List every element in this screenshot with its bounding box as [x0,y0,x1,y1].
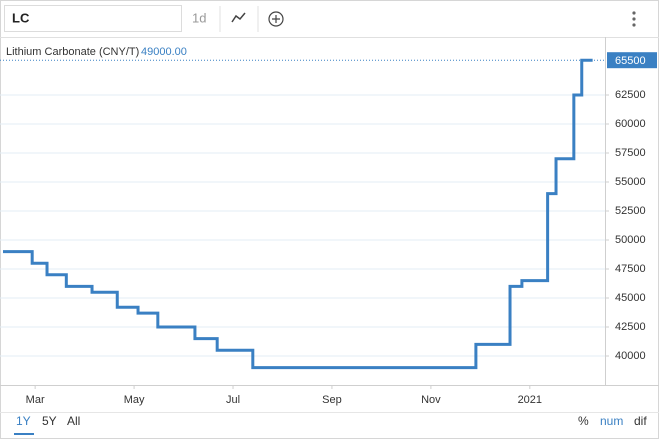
y-tick-label: 50000 [615,234,646,246]
y-tick-label: 62500 [615,89,646,101]
chart-type-icon[interactable] [231,12,246,23]
price-line [3,58,593,370]
y-tick-label: 57500 [615,147,646,159]
compare-plus [272,15,280,23]
y-tick-label: 47500 [615,263,646,275]
compare-icon[interactable] [268,11,284,27]
y-tick-label: 42500 [615,321,646,333]
symbol-input[interactable] [4,5,182,32]
menu-icon[interactable] [632,11,636,27]
y-tick-label: 60000 [615,118,646,130]
range-button[interactable]: 1Y [16,414,31,428]
range-button[interactable]: All [67,414,80,428]
y-tick-label: 45000 [615,292,646,304]
range-button[interactable]: 5Y [42,414,57,428]
y-tick-label: 40000 [615,350,646,362]
mode-button[interactable]: dif [634,414,647,428]
y-tick-label: 55000 [615,176,646,188]
legend-series-name: Lithium Carbonate (CNY/T) [6,46,139,58]
last-price-box [607,52,657,69]
interval[interactable]: 1d [192,10,206,25]
x-tick-label: Sep [322,394,342,406]
last-price-label: 65500 [615,55,646,67]
legend-value: 49000.00 [141,46,187,58]
symbol: LC [12,10,30,25]
y-tick-label: 52500 [615,205,646,217]
x-tick-label: Mar [26,394,45,406]
x-tick-label: 2021 [518,394,542,406]
mode-button[interactable]: num [600,414,623,428]
x-tick-label: Nov [421,394,441,406]
x-tick-label: May [124,394,145,406]
mode-button[interactable]: % [578,414,589,428]
x-tick-label: Jul [226,394,240,406]
